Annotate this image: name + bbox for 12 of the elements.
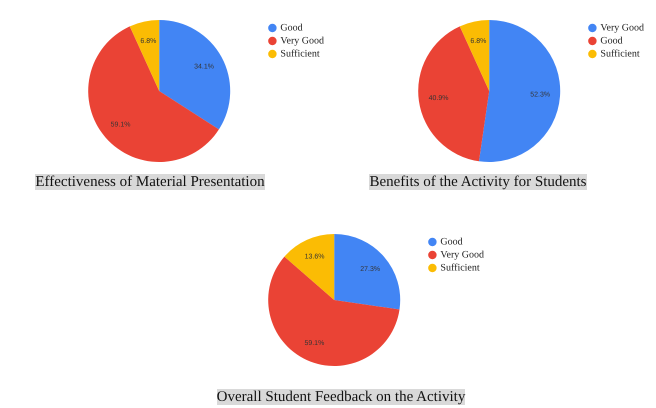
legend-label: Sufficient — [280, 48, 320, 60]
text: Benefits of the Activity for Students — [369, 174, 587, 190]
text: Overall Student Feedback on the Activity — [216, 389, 466, 405]
legend-label: Good — [280, 22, 303, 34]
legend-label: Very Good — [280, 36, 324, 47]
legend-label: Very Good — [440, 250, 484, 261]
legend-label: Good — [440, 236, 463, 248]
legend-label: Very Good — [600, 22, 644, 34]
text: Effectiveness of Material Presentation — [35, 174, 265, 190]
legend-label: Good — [600, 36, 623, 47]
legend-label: Sufficient — [440, 262, 480, 274]
legend-label: Sufficient — [600, 48, 640, 60]
